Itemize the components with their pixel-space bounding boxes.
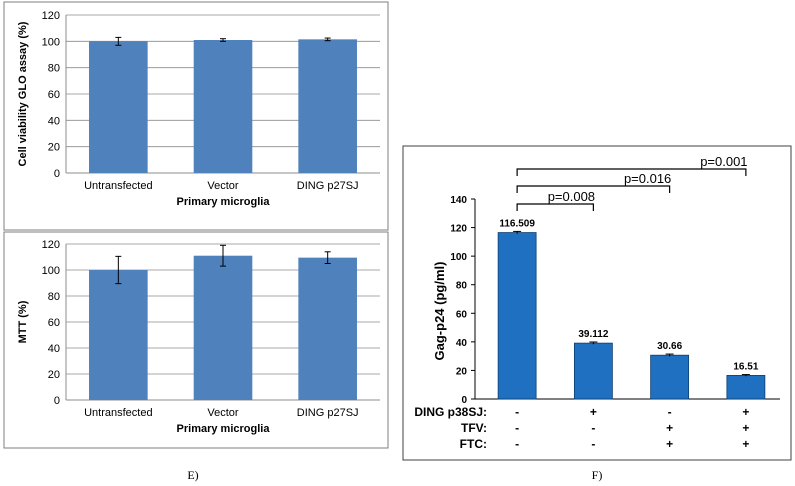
p24-condition-row-label: TFV: xyxy=(461,421,487,435)
mtt-ytick-label: 0 xyxy=(54,395,60,407)
viability-y-axis-title: Cell viability GLO assay (%) xyxy=(17,21,29,166)
panel-label-e: E) xyxy=(187,468,198,482)
viability-category-label: Untransfected xyxy=(84,180,152,192)
p24-ytick-label: 40 xyxy=(456,338,468,349)
mtt-category-label: DING p27SJ xyxy=(297,407,359,419)
p24-comparison-bracket xyxy=(516,168,747,176)
p24-bar xyxy=(726,375,766,400)
p24-condition-mark: + xyxy=(666,437,673,451)
viability-bar xyxy=(89,41,148,174)
viability-ytick-label: 120 xyxy=(42,10,60,22)
p24-y-axis-title: Gag-p24 (pg/ml) xyxy=(432,262,447,361)
mtt-bar xyxy=(298,257,357,400)
mtt-ytick-label: 40 xyxy=(48,343,60,355)
mtt-x-axis-title: Primary microglia xyxy=(177,423,271,435)
p24-ytick-label: 120 xyxy=(450,224,467,235)
p24-condition-mark: + xyxy=(742,421,749,435)
p24-ytick-label: 100 xyxy=(450,252,467,263)
cell-viability-chart: 0 20 40 60 80 100 120 Untransfected Vector DING p… xyxy=(17,10,380,208)
p24-ytick-label: 60 xyxy=(456,309,468,320)
p24-bar xyxy=(650,354,690,400)
p24-condition-mark: - xyxy=(515,421,519,435)
p24-data-label: 30.66 xyxy=(657,341,682,352)
p24-condition-mark: + xyxy=(742,437,749,451)
viability-ytick-label: 100 xyxy=(42,36,60,48)
mtt-ytick-label: 80 xyxy=(48,291,60,303)
p24-ytick-label: 0 xyxy=(461,395,467,406)
p24-condition-mark: - xyxy=(515,405,519,419)
viability-bar xyxy=(193,40,253,174)
p24-comparison-bracket xyxy=(516,203,594,211)
p24-bar xyxy=(497,232,537,400)
p24-ytick-label: 80 xyxy=(456,281,468,292)
viability-x-axis-title: Primary microglia xyxy=(177,196,271,208)
viability-ytick-label: 0 xyxy=(54,168,60,180)
viability-ytick-label: 80 xyxy=(48,63,60,75)
mtt-bar xyxy=(89,270,148,400)
p24-condition-mark: + xyxy=(666,421,673,435)
mtt-ytick-label: 20 xyxy=(48,369,60,381)
viability-category-label: DING p27SJ xyxy=(297,180,359,192)
p24-condition-mark: - xyxy=(591,421,595,435)
mtt-category-label: Untransfected xyxy=(84,407,152,419)
p24-comparison-label: p=0.008 xyxy=(548,189,595,204)
p24-data-label: 16.51 xyxy=(733,361,758,372)
mtt-ytick-label: 60 xyxy=(48,317,60,329)
mtt-chart: 0 20 40 60 80 100 120 Untransfected Vector DING p… xyxy=(17,239,380,435)
p24-comparison-label: p=0.016 xyxy=(624,171,671,186)
panel-label-f: F) xyxy=(592,468,603,482)
panel-f-frame xyxy=(402,145,792,461)
p24-ytick-label: 20 xyxy=(456,366,468,377)
p24-condition-mark: + xyxy=(590,405,597,419)
viability-ytick-label: 40 xyxy=(48,115,60,127)
viability-category-label: Vector xyxy=(207,180,239,192)
viability-bar xyxy=(298,39,357,173)
mtt-y-axis-title: MTT (%) xyxy=(17,300,29,343)
p24-condition-mark: - xyxy=(515,437,519,451)
p24-comparison-bracket xyxy=(516,185,671,193)
viability-ytick-label: 60 xyxy=(48,89,60,101)
p24-condition-row-label: FTC: xyxy=(460,437,487,451)
p24-data-label: 116.509 xyxy=(499,219,535,230)
p24-condition-mark: - xyxy=(591,437,595,451)
mtt-category-label: Vector xyxy=(207,407,239,419)
p24-condition-mark: + xyxy=(742,405,749,419)
viability-ytick-label: 20 xyxy=(48,142,60,154)
p24-data-label: 39.112 xyxy=(578,329,608,340)
gag-p24-chart: 0 20 40 60 80 100 120 140 Gag-p24 (pg/ml) 116.509… xyxy=(414,154,780,451)
mtt-bar xyxy=(193,255,253,400)
p24-condition-mark: - xyxy=(668,405,672,419)
p24-condition-row-label: DING p38SJ: xyxy=(414,405,487,419)
mtt-ytick-label: 100 xyxy=(42,265,60,277)
p24-bar xyxy=(573,342,613,400)
p24-ytick-label: 140 xyxy=(450,195,467,206)
mtt-ytick-label: 120 xyxy=(42,239,60,251)
p24-comparison-label: p=0.001 xyxy=(700,154,747,169)
